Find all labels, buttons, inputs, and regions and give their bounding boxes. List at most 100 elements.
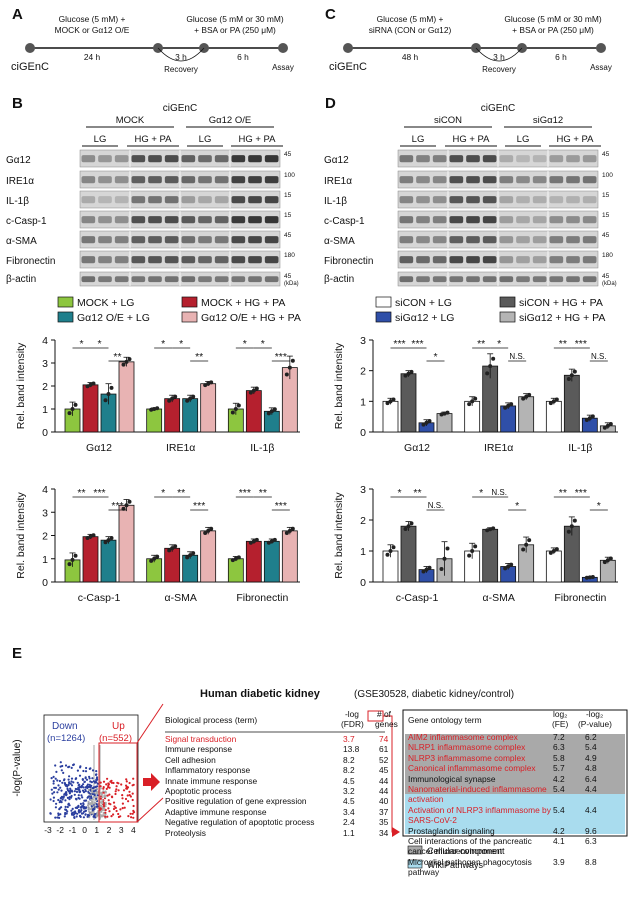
legend-b-swatch-2 <box>57 311 74 323</box>
blot-b-band <box>148 256 162 264</box>
bp-row: Cell adhesion 8.2 52 <box>165 755 403 765</box>
chart-b-top-sig-1-1: * <box>179 338 183 350</box>
volcano-point <box>92 812 95 815</box>
chart-d-bottom-sig-0-2: N.S. <box>428 501 444 510</box>
blot-b-band <box>248 216 262 224</box>
chart-d-top-sig-2-2: N.S. <box>591 352 607 361</box>
blot-d-band <box>532 216 547 224</box>
chart-b-top-bar-1-1 <box>164 398 181 433</box>
chart-b-bottom-point-0-1 <box>91 533 96 538</box>
blot-d-band <box>582 196 597 204</box>
volcano-point <box>119 808 122 811</box>
volcano-point <box>121 802 124 805</box>
volcano-point <box>72 781 75 784</box>
volcano-point <box>95 776 99 779</box>
volcano-point <box>128 790 131 793</box>
volcano-point <box>60 789 63 792</box>
chart-b-bottom-ytick-label-0: 0 <box>42 577 48 589</box>
blot-b-band <box>114 276 129 283</box>
bp-header-numof: # of <box>377 709 391 719</box>
volcano-point <box>60 801 63 804</box>
blot-b-band <box>231 196 246 204</box>
volcano-point <box>115 809 118 813</box>
volcano-point <box>80 794 83 797</box>
go-table: Gene ontology term log₂ (FE) -log₂ (P-va… <box>400 706 624 878</box>
go-cell-term: Nanomaterial-induced inflammasome activa… <box>408 784 547 805</box>
blot-d-band <box>532 256 547 264</box>
volcano-point <box>58 779 62 783</box>
go-cell-fe: 5.4 <box>553 784 565 795</box>
blot-b-band <box>98 196 112 204</box>
volcano-point <box>92 795 95 799</box>
chart-d-top-point-2-0 <box>548 401 553 406</box>
volcano-point <box>131 812 134 815</box>
volcano-point <box>75 815 78 818</box>
bp-row: Immune response 13.8 61 <box>165 744 403 754</box>
bp-table: Biological process (term) -log (FDR) # o… <box>163 706 403 838</box>
go-cell-term: NLRP1 inflammasome complex <box>408 742 526 753</box>
chart-b-bottom-point-1-1 <box>170 546 175 551</box>
bp-cell-n: 45 <box>379 765 389 776</box>
chart-d-top-point-0-2 <box>427 418 432 423</box>
chart-b-top-point-1-0 <box>155 406 160 411</box>
volcano-point <box>78 785 81 789</box>
bp-row: Negative regulation of apoptotic process… <box>165 817 403 827</box>
blot-b-band <box>81 256 96 264</box>
chart-d-top-sig-0-1: *** <box>411 338 423 350</box>
blot-d-group-0: siCON <box>434 115 462 126</box>
volcano-point <box>84 788 87 791</box>
chart-d-top-cat-1: IRE1α <box>484 442 513 454</box>
volcano-up-n: (n=552) <box>99 733 132 744</box>
volcano-point <box>76 812 79 815</box>
blot-b-band <box>231 216 246 224</box>
chart-b-top-cat-1: IRE1α <box>166 442 195 454</box>
volcano-point <box>75 790 79 794</box>
volcano-point <box>67 803 70 806</box>
volcano-point <box>53 791 56 794</box>
volcano-point <box>61 798 64 801</box>
chart-b-top-bar-1-0 <box>146 408 163 433</box>
go-legend-swatch-0 <box>407 845 423 855</box>
chart-d-bottom-point-2-0 <box>548 550 553 555</box>
chart-d-bottom-point-2-1 <box>566 529 571 534</box>
bp-cell-n: 52 <box>379 754 389 765</box>
go-cell-term: Microglial pathogen phagocytosis pathway <box>408 856 532 878</box>
volcano-point <box>70 777 74 780</box>
blot-d-cond-0: LG <box>412 134 425 145</box>
chart-d-top-ytick-label-2: 2 <box>360 366 366 378</box>
chart-b-bottom-point-1-3 <box>209 526 214 531</box>
volcano-point <box>64 805 67 809</box>
bp-row: Inflammatory response 8.2 45 <box>165 765 403 775</box>
chart-b-top-point-2-2 <box>266 411 271 416</box>
blot-b-band <box>248 176 262 184</box>
volcano-point <box>117 812 120 816</box>
volcano-point <box>117 782 120 785</box>
bp-cell-n: 44 <box>379 786 389 797</box>
volcano-point <box>62 771 65 775</box>
blot-b-band <box>248 256 262 264</box>
chart-b-bottom-sig-0-2: *** <box>111 500 123 512</box>
blot-d-band <box>566 236 580 244</box>
volcano-point <box>82 816 85 819</box>
volcano-point <box>87 790 90 794</box>
go-row: Microglial pathogen phagocytosis pathway… <box>408 857 624 878</box>
volcano-point <box>91 803 94 806</box>
volcano-point <box>54 786 58 790</box>
chart-d-bottom-ylabel: Rel. band intensity <box>333 492 345 579</box>
volcano-point <box>110 795 114 798</box>
blot-b-protein-6: β-actin <box>6 274 36 285</box>
chart-b-top-ytick-label-1: 1 <box>42 404 48 416</box>
blot-b-band <box>214 155 229 163</box>
chart-d-bottom-sig-0-0: * <box>397 487 401 499</box>
blot-b-band <box>264 216 279 224</box>
blot-b-band <box>148 216 162 224</box>
chart-b-bottom-cat-1: α-SMA <box>165 592 197 604</box>
blot-d-band <box>482 155 497 163</box>
volcano-point <box>105 787 108 791</box>
volcano-point <box>127 800 130 803</box>
chart-b-top-sig-0-2: ** <box>113 351 121 363</box>
volcano-point <box>105 783 108 786</box>
volcano-point <box>70 809 73 812</box>
chart-d-bottom-point-1-1 <box>488 527 493 532</box>
bp-row: Signal transduction 3.7 74 <box>165 734 403 744</box>
